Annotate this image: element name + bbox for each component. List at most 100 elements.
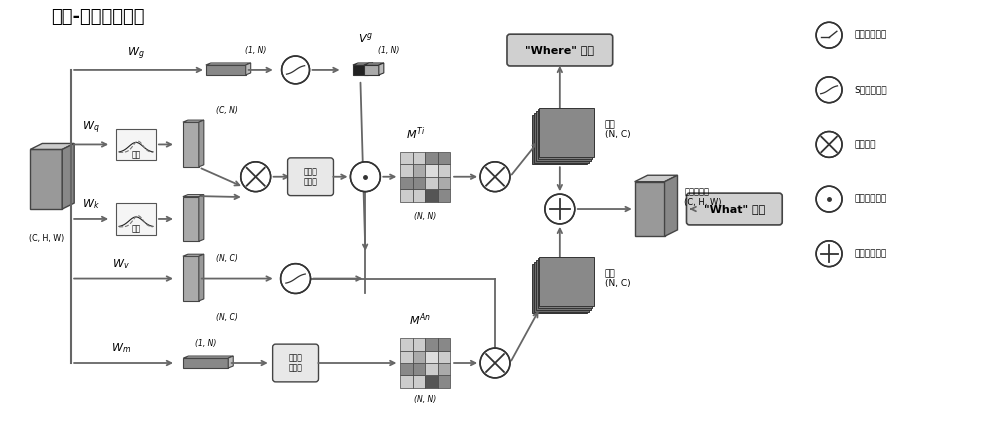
Polygon shape (400, 338, 413, 351)
Polygon shape (364, 63, 384, 65)
Polygon shape (353, 65, 368, 75)
Text: "Where" 通路: "Where" 通路 (525, 45, 594, 55)
Polygon shape (206, 65, 246, 75)
Polygon shape (536, 111, 591, 161)
Polygon shape (413, 351, 425, 363)
FancyBboxPatch shape (686, 193, 782, 225)
Polygon shape (400, 351, 413, 363)
Polygon shape (425, 177, 438, 189)
Polygon shape (425, 363, 438, 375)
Polygon shape (536, 260, 591, 310)
Polygon shape (183, 256, 199, 301)
Circle shape (816, 22, 842, 48)
Polygon shape (413, 177, 425, 189)
Polygon shape (400, 165, 413, 177)
Polygon shape (438, 152, 450, 165)
Circle shape (816, 131, 842, 157)
Polygon shape (635, 182, 665, 236)
Polygon shape (400, 363, 413, 375)
FancyBboxPatch shape (116, 203, 156, 235)
Polygon shape (438, 375, 450, 388)
Circle shape (480, 348, 510, 378)
Polygon shape (183, 197, 199, 241)
Polygon shape (438, 177, 450, 189)
Text: (C, N): (C, N) (216, 106, 238, 114)
Polygon shape (539, 108, 594, 157)
Polygon shape (183, 358, 228, 368)
Circle shape (816, 77, 842, 103)
Polygon shape (538, 259, 592, 308)
FancyBboxPatch shape (273, 344, 319, 382)
Polygon shape (199, 120, 204, 167)
Text: 矩阵乘法: 矩阵乘法 (854, 140, 876, 149)
Text: (N, N): (N, N) (414, 212, 436, 220)
Polygon shape (400, 152, 413, 165)
Text: $W_k$: $W_k$ (82, 197, 100, 211)
Polygon shape (425, 189, 438, 201)
Polygon shape (413, 363, 425, 375)
Polygon shape (400, 375, 413, 388)
Polygon shape (183, 195, 204, 197)
Text: $M^{An}$: $M^{An}$ (409, 312, 431, 328)
Polygon shape (353, 63, 373, 65)
Polygon shape (665, 175, 678, 236)
Polygon shape (425, 165, 438, 177)
Text: 最大值
归一化: 最大值 归一化 (289, 353, 303, 373)
Polygon shape (425, 338, 438, 351)
Polygon shape (532, 114, 587, 165)
Text: (N, C): (N, C) (216, 313, 238, 322)
Polygon shape (534, 262, 589, 312)
Text: 影像学表现
(C, H, W): 影像学表现 (C, H, W) (684, 187, 722, 207)
Polygon shape (379, 63, 384, 75)
Polygon shape (199, 254, 204, 301)
Polygon shape (183, 122, 199, 167)
Circle shape (545, 194, 575, 224)
Polygon shape (199, 195, 204, 241)
Circle shape (350, 162, 380, 192)
Polygon shape (413, 152, 425, 165)
Circle shape (816, 241, 842, 267)
Text: (1, N): (1, N) (378, 46, 399, 55)
Text: $W_v$: $W_v$ (112, 257, 130, 271)
Polygon shape (413, 165, 425, 177)
Circle shape (816, 186, 842, 212)
Text: 白化: 白化 (131, 150, 141, 159)
Polygon shape (62, 143, 74, 209)
Text: 线性整流函数: 线性整流函数 (854, 31, 886, 40)
Polygon shape (183, 120, 204, 122)
Polygon shape (183, 254, 204, 256)
Text: $W_g$: $W_g$ (127, 46, 145, 62)
Polygon shape (438, 189, 450, 201)
Text: $W_q$: $W_q$ (82, 120, 100, 137)
Polygon shape (206, 63, 251, 65)
Text: 最大值
归一化: 最大值 归一化 (304, 167, 317, 187)
Polygon shape (413, 338, 425, 351)
Polygon shape (438, 165, 450, 177)
Polygon shape (364, 65, 379, 75)
Polygon shape (425, 351, 438, 363)
Polygon shape (413, 375, 425, 388)
Circle shape (282, 56, 310, 84)
FancyBboxPatch shape (507, 34, 613, 66)
Polygon shape (635, 175, 678, 182)
Polygon shape (538, 109, 592, 159)
Polygon shape (400, 177, 413, 189)
Polygon shape (246, 63, 251, 75)
Text: 元素对应相乘: 元素对应相乘 (854, 195, 886, 204)
Text: (1, N): (1, N) (245, 46, 266, 55)
Polygon shape (183, 356, 233, 358)
Polygon shape (30, 143, 74, 149)
Polygon shape (438, 363, 450, 375)
Polygon shape (425, 152, 438, 165)
Polygon shape (438, 351, 450, 363)
Polygon shape (438, 338, 450, 351)
Circle shape (480, 162, 510, 192)
Polygon shape (539, 257, 594, 307)
Polygon shape (425, 375, 438, 388)
Text: "What" 通路: "What" 通路 (704, 204, 765, 214)
Text: 元素对应相加: 元素对应相加 (854, 249, 886, 258)
Polygon shape (30, 149, 62, 209)
Text: 白化: 白化 (131, 224, 141, 233)
Text: $W_m$: $W_m$ (111, 341, 131, 355)
Text: (C, H, W): (C, H, W) (29, 234, 64, 243)
